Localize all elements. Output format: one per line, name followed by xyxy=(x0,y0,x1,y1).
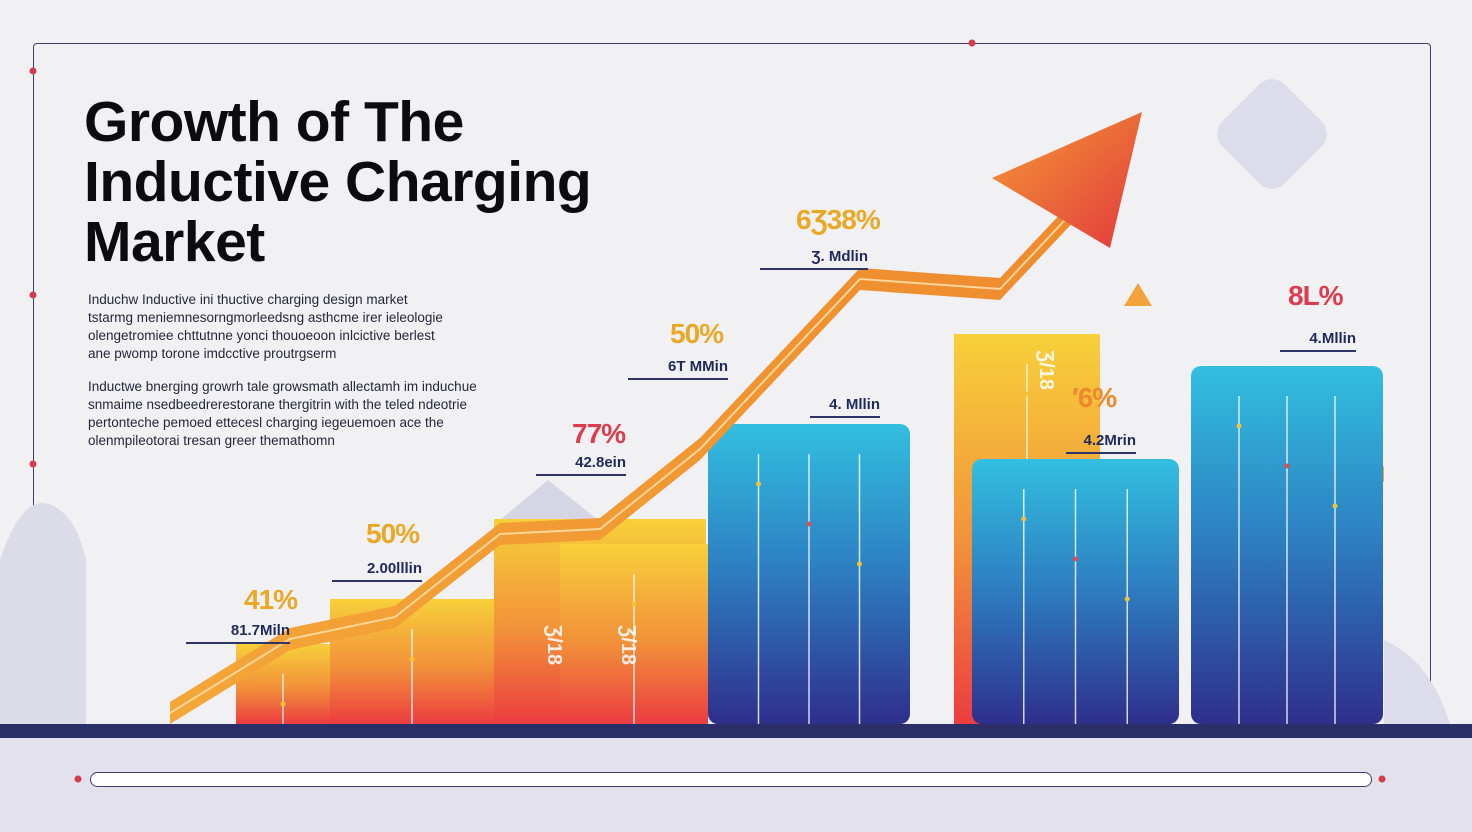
bar-guide-dot xyxy=(1236,423,1242,429)
bar-guide-dot xyxy=(409,656,415,662)
bar-guide-dot xyxy=(1021,516,1027,522)
annotation-underline xyxy=(810,416,880,418)
title-line: Inductive Charging xyxy=(84,150,592,214)
bars-layer xyxy=(236,334,1383,724)
growth-arrow xyxy=(169,112,1142,724)
footer-dot xyxy=(1378,775,1386,783)
description-paragraph: Inductwe bnerging growrh tale growsmath … xyxy=(88,378,538,450)
horizontal-scrollbar[interactable] xyxy=(90,772,1372,787)
growth-arrow-head xyxy=(992,112,1142,248)
chart-baseline xyxy=(0,724,1472,738)
annotation-amount: 6T MMin xyxy=(668,358,728,375)
paragraph-line: tstarmg meniemnesorngmorleedsng asthcme … xyxy=(88,310,443,325)
bar-guide-dot xyxy=(756,481,761,487)
annotation-underline xyxy=(332,580,422,582)
description-paragraph: Induchw Inductive ini thuctive charging … xyxy=(88,291,538,363)
labels-layer: Ʒ/18 Ʒ/18 Ʒ/18 xyxy=(543,350,1057,665)
frame-dot xyxy=(29,460,37,468)
annotation-percent: 50% xyxy=(670,318,724,349)
annotation-percent: 6Ʒ38% xyxy=(796,204,881,235)
bar-guide-dot xyxy=(1284,463,1290,469)
growth-arrow-highlight xyxy=(169,203,1081,714)
annotation-underline xyxy=(1280,350,1356,352)
frame-dot xyxy=(29,291,37,299)
background-peak-left xyxy=(0,502,86,724)
annotation-amount: Ʒ. Mdlin xyxy=(811,248,868,265)
bar-guide-dot xyxy=(806,521,812,527)
bar-guide-dot xyxy=(1024,391,1030,397)
annotation-amount: 4.2Mrin xyxy=(1083,432,1136,449)
annotation-underline xyxy=(536,474,626,476)
annotation-percent: 50% xyxy=(366,518,420,549)
bar-guide-dot xyxy=(631,601,637,607)
frame-dot xyxy=(968,39,976,47)
annotation-percent: 8L% xyxy=(1288,280,1344,311)
title-line: Growth of The xyxy=(84,90,464,154)
paragraph-line: Inductwe bnerging growrh tale growsmath … xyxy=(88,379,477,394)
bar-guide-dot xyxy=(857,561,862,567)
paragraph-line: ane pwomp torone imdcctive proutrgserm xyxy=(88,346,337,361)
annotation-amount: 2.00lllin xyxy=(366,560,422,577)
annotation-amount: 4. Mllin xyxy=(829,396,880,413)
background-wave-right xyxy=(1384,640,1450,724)
annotation-amount: 4.Mllin xyxy=(1309,330,1356,347)
bar-guide-dot xyxy=(280,701,286,707)
background-diamond xyxy=(1217,79,1327,189)
title-line: Market xyxy=(84,210,265,274)
paragraph-line: olenmpileotorai tresan greer themathomn xyxy=(88,433,335,448)
annotation-underline xyxy=(1066,452,1136,454)
annotation-amount: 81.7Miln xyxy=(230,622,290,639)
bar-rotated-label: Ʒ/18 xyxy=(543,625,565,665)
footer-dot xyxy=(74,775,82,783)
annotation-percent: ′6% xyxy=(1072,382,1117,413)
annotation-underline xyxy=(760,268,868,270)
bar-guide-dot xyxy=(1332,503,1338,509)
paragraph-line: olengetromiee chttutnne yonci thouoeoon … xyxy=(88,328,435,343)
annotation-percent: 77% xyxy=(572,418,626,449)
annotation-underline xyxy=(186,642,290,644)
background-peak-mid xyxy=(500,480,598,520)
bar-guide-dot xyxy=(1124,596,1130,602)
bar-rotated-label: Ʒ/18 xyxy=(1035,350,1057,390)
frame-dot xyxy=(29,67,37,75)
bar-rotated-label: Ʒ/18 xyxy=(617,625,639,665)
annotation-percent: 41% xyxy=(244,584,298,615)
annotation-amount: 42.8ein xyxy=(575,454,626,471)
paragraph-line: pertonteche pemoed ettecesl charging ieg… xyxy=(88,415,444,430)
paragraph-line: snmaime nsedbeedrerestorane thergitrin w… xyxy=(88,397,467,412)
paragraph-line: Induchw Inductive ini thuctive charging … xyxy=(88,292,408,307)
page-title: Growth of The Inductive Charging Market xyxy=(84,92,724,272)
annotation-underline xyxy=(628,378,728,380)
bar-guide-dot xyxy=(1073,556,1078,562)
background-triangle xyxy=(1124,283,1152,306)
